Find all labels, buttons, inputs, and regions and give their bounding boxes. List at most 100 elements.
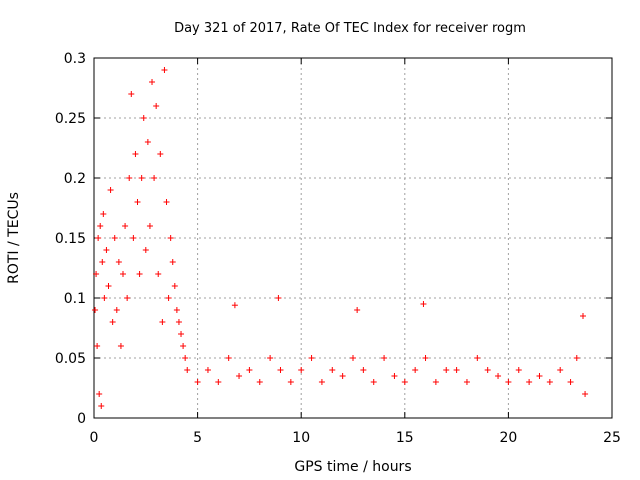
data-point xyxy=(138,175,145,181)
data-point xyxy=(422,355,429,361)
data-point xyxy=(180,343,187,349)
data-point xyxy=(432,379,439,385)
x-tick-label: 20 xyxy=(499,430,517,446)
data-point xyxy=(134,199,141,205)
data-point xyxy=(136,271,143,277)
data-point xyxy=(536,373,543,379)
x-axis-ticks: 0 5 10 15 20 25 xyxy=(90,58,621,446)
data-point xyxy=(95,235,102,241)
data-point xyxy=(105,283,112,289)
data-point xyxy=(98,403,105,409)
data-point xyxy=(231,302,238,309)
data-point xyxy=(167,235,174,241)
x-tick-label: 25 xyxy=(603,430,621,446)
data-point xyxy=(329,367,336,373)
data-point xyxy=(573,355,580,361)
x-tick-label: 10 xyxy=(292,430,310,446)
y-tick-label: 0.25 xyxy=(55,111,86,127)
y-axis-ticks: 0 0.05 0.1 0.15 0.2 0.25 0.3 xyxy=(55,51,612,427)
data-point xyxy=(111,235,118,241)
data-point xyxy=(113,307,120,313)
data-point xyxy=(120,271,127,277)
y-tick-label: 0.3 xyxy=(64,51,86,67)
data-point xyxy=(318,379,325,385)
y-tick-label: 0 xyxy=(77,411,86,427)
data-point xyxy=(107,187,114,193)
data-point xyxy=(308,355,315,361)
data-point xyxy=(526,379,533,385)
data-point xyxy=(401,379,408,385)
data-point xyxy=(381,355,388,361)
data-point xyxy=(484,367,491,373)
data-point xyxy=(215,379,222,385)
y-tick-label: 0.15 xyxy=(55,231,86,247)
data-point xyxy=(171,283,178,289)
data-point xyxy=(92,307,99,313)
data-point xyxy=(100,211,107,217)
data-point xyxy=(582,391,589,397)
data-point xyxy=(178,331,185,337)
data-point xyxy=(474,355,481,361)
data-point xyxy=(96,391,103,397)
data-point xyxy=(184,367,191,373)
data-point xyxy=(275,295,282,301)
data-point xyxy=(161,67,168,73)
x-tick-label: 15 xyxy=(396,430,414,446)
data-point xyxy=(443,367,450,373)
x-tick-label: 0 xyxy=(90,430,99,446)
data-point xyxy=(140,115,147,121)
data-point xyxy=(225,355,232,361)
data-point xyxy=(350,355,356,361)
data-point xyxy=(354,307,361,313)
data-point xyxy=(109,319,116,325)
data-point xyxy=(132,151,139,157)
chart-title: Day 321 of 2017, Rate Of TEC Index for r… xyxy=(174,21,526,36)
data-point xyxy=(298,367,305,373)
y-tick-label: 0.05 xyxy=(55,351,86,367)
data-point xyxy=(97,223,104,229)
data-point xyxy=(546,379,553,385)
data-point xyxy=(173,307,180,313)
data-point xyxy=(453,367,460,373)
data-point xyxy=(159,319,166,325)
data-point xyxy=(93,271,100,277)
data-point xyxy=(360,367,367,373)
data-point xyxy=(128,91,135,97)
data-point xyxy=(236,373,243,379)
data-points xyxy=(92,67,589,409)
data-point xyxy=(126,175,133,181)
data-point xyxy=(157,151,164,157)
data-point xyxy=(505,379,512,385)
data-point xyxy=(267,355,274,361)
data-point xyxy=(567,379,574,385)
data-point xyxy=(557,367,564,373)
data-point xyxy=(495,373,502,379)
data-point xyxy=(151,175,158,181)
data-point xyxy=(420,301,427,307)
data-point xyxy=(115,259,122,265)
data-point xyxy=(246,367,253,373)
data-point xyxy=(103,247,110,253)
x-axis-label: GPS time / hours xyxy=(294,459,411,475)
data-point xyxy=(99,259,106,265)
data-point xyxy=(117,343,124,349)
data-point xyxy=(277,367,284,373)
data-point xyxy=(144,139,151,145)
data-point xyxy=(149,79,156,85)
data-point xyxy=(169,259,176,265)
data-point xyxy=(165,295,172,301)
y-tick-label: 0.1 xyxy=(64,291,86,307)
data-point xyxy=(146,223,153,229)
data-point xyxy=(182,355,189,361)
data-point xyxy=(175,319,182,325)
data-point xyxy=(579,313,586,319)
data-point xyxy=(515,367,522,373)
data-point xyxy=(94,343,101,349)
data-point xyxy=(370,379,377,385)
data-point xyxy=(101,295,108,301)
data-point xyxy=(463,379,470,385)
data-point xyxy=(256,379,263,385)
data-point xyxy=(204,367,211,373)
data-point xyxy=(287,379,294,385)
